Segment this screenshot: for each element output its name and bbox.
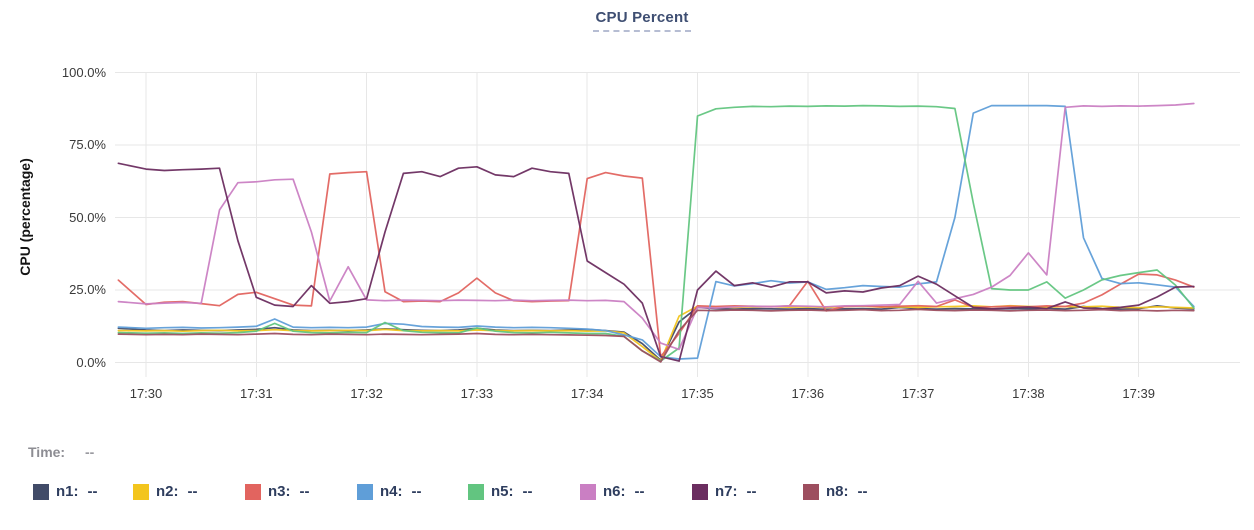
x-tick-label: 17:33 bbox=[460, 386, 494, 401]
legend-swatch-n1 bbox=[33, 483, 49, 500]
x-tick-label: 17:31 bbox=[240, 386, 273, 401]
x-tick-label: 17:30 bbox=[129, 386, 163, 401]
x-tick-label: 17:34 bbox=[570, 386, 604, 401]
chart-title-block[interactable]: CPU Percent bbox=[593, 9, 691, 32]
y-tick-label: 100.0% bbox=[61, 64, 106, 80]
legend-label: n3: bbox=[268, 483, 291, 500]
legend-item-n3[interactable]: n3: -- bbox=[245, 483, 310, 500]
gridlines bbox=[115, 72, 1240, 377]
legend-item-n8[interactable]: n8: -- bbox=[803, 483, 868, 500]
time-label: Time: bbox=[28, 444, 66, 460]
legend-value: -- bbox=[522, 483, 533, 500]
time-readout-row: Time: -- bbox=[28, 444, 94, 460]
y-tick-label: 50.0% bbox=[69, 209, 106, 225]
legend-label: n7: bbox=[715, 483, 738, 500]
series-lines bbox=[117, 102, 1195, 363]
legend-item-n2[interactable]: n2: -- bbox=[133, 483, 198, 500]
time-value: -- bbox=[84, 444, 95, 460]
x-tick-label: 17:35 bbox=[681, 386, 714, 401]
legend-swatch-n3 bbox=[245, 483, 261, 500]
legend-swatch-n6 bbox=[580, 483, 596, 500]
legend-value: -- bbox=[299, 483, 310, 500]
legend-item-n4[interactable]: n4: -- bbox=[357, 483, 422, 500]
legend-label: n4: bbox=[380, 483, 403, 500]
legend-value: -- bbox=[87, 483, 98, 500]
legend-item-n5[interactable]: n5: -- bbox=[468, 483, 533, 500]
series-line-n8 bbox=[117, 308, 1195, 363]
legend-swatch-n5 bbox=[468, 483, 484, 500]
chart-title[interactable]: CPU Percent bbox=[595, 9, 689, 26]
series-line-n6 bbox=[117, 102, 1195, 351]
y-tick-label: 75.0% bbox=[69, 137, 106, 152]
y-tick-label: 0.0% bbox=[76, 354, 106, 370]
legend-swatch-n8 bbox=[803, 483, 819, 500]
legend-swatch-n2 bbox=[133, 483, 149, 500]
legend-value: -- bbox=[187, 483, 198, 500]
legend-swatch-n7 bbox=[692, 483, 708, 500]
legend-label: n1: bbox=[56, 483, 79, 500]
series-line-n5 bbox=[117, 104, 1195, 362]
series-line-n7 bbox=[117, 162, 1195, 362]
series-line-n4 bbox=[117, 104, 1195, 360]
x-tick-label: 17:39 bbox=[1122, 386, 1155, 401]
x-tick-label: 17:36 bbox=[791, 386, 825, 401]
x-tick-label: 17:38 bbox=[1012, 386, 1045, 401]
legend-label: n6: bbox=[603, 483, 626, 500]
x-tick-label: 17:32 bbox=[350, 386, 383, 401]
legend-item-n1[interactable]: n1: -- bbox=[33, 483, 98, 500]
legend-label: n8: bbox=[826, 483, 849, 500]
legend-value: -- bbox=[746, 483, 757, 500]
title-dashed-underline bbox=[593, 30, 691, 32]
x-tick-label: 17:37 bbox=[901, 386, 935, 401]
legend-value: -- bbox=[411, 483, 422, 500]
y-tick-label: 25.0% bbox=[69, 282, 106, 297]
legend-label: n5: bbox=[491, 483, 514, 500]
legend-label: n2: bbox=[156, 483, 179, 500]
legend-item-n6[interactable]: n6: -- bbox=[580, 483, 645, 500]
legend-item-n7[interactable]: n7: -- bbox=[692, 483, 757, 500]
legend-value: -- bbox=[857, 483, 868, 500]
legend-swatch-n4 bbox=[357, 483, 373, 500]
legend-value: -- bbox=[634, 483, 645, 500]
